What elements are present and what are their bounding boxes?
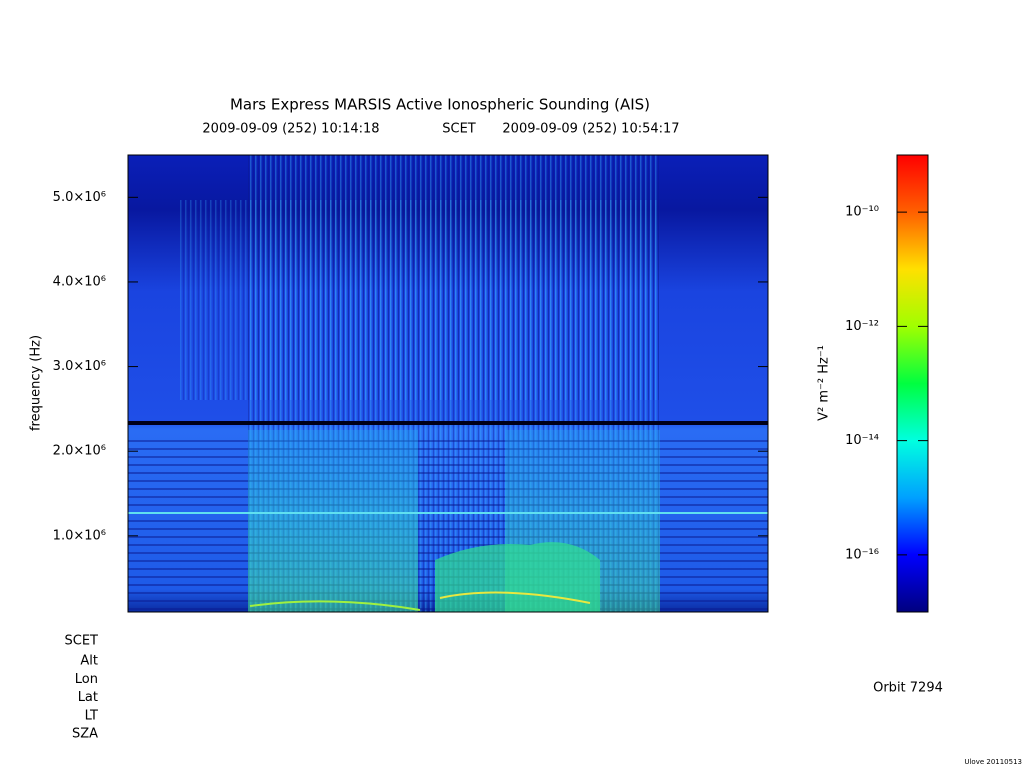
colorbar <box>896 154 929 613</box>
spectrogram-texture <box>435 542 600 612</box>
y-axis-label: frequency (Hz) <box>29 335 44 431</box>
orbit-label: Orbit 7294 <box>873 681 943 696</box>
colorbar-tick-label: 10⁻¹⁶ <box>845 547 879 562</box>
colorbar-tick-label: 10⁻¹² <box>845 319 879 334</box>
colorbar-tick-label: 10⁻¹⁰ <box>845 205 879 220</box>
ephemeris-row-label: Alt <box>80 654 98 669</box>
spectrogram-texture <box>249 600 421 611</box>
y-tick-label: 1.0×10⁶ <box>53 528 106 543</box>
end-label: 2009-09-09 (252) 10:54:17 <box>502 122 679 137</box>
spectrogram-texture <box>248 430 418 612</box>
spectrogram-texture <box>128 421 768 425</box>
ephemeris-row-label: SCET <box>65 634 99 649</box>
plot-frame <box>127 154 769 613</box>
y-tick-label: 2.0×10⁶ <box>53 444 106 459</box>
scet-label: SCET <box>442 122 476 137</box>
chart-title: Mars Express MARSIS Active Ionospheric S… <box>230 96 650 114</box>
colorbar-tick-label: 10⁻¹⁴ <box>845 433 879 448</box>
y-tick-label: 3.0×10⁶ <box>53 359 106 374</box>
ephemeris-row-label: Lon <box>75 672 98 687</box>
footer: Ulove 20110513 <box>964 758 1022 766</box>
ephemeris-row-label: LT <box>85 708 98 723</box>
y-tick-label: 4.0×10⁶ <box>53 274 106 289</box>
start-label: 2009-09-09 (252) 10:14:18 <box>202 122 379 137</box>
spectrogram <box>127 154 769 613</box>
spectrogram-texture <box>439 591 591 604</box>
ephemeris-row-label: SZA <box>72 727 98 742</box>
ephemeris-row-label: Lat <box>78 690 98 705</box>
colorbar-label: V² m⁻² Hz⁻¹ <box>817 345 832 421</box>
y-tick-label: 5.0×10⁶ <box>53 190 106 205</box>
spectrogram-texture <box>128 512 768 514</box>
